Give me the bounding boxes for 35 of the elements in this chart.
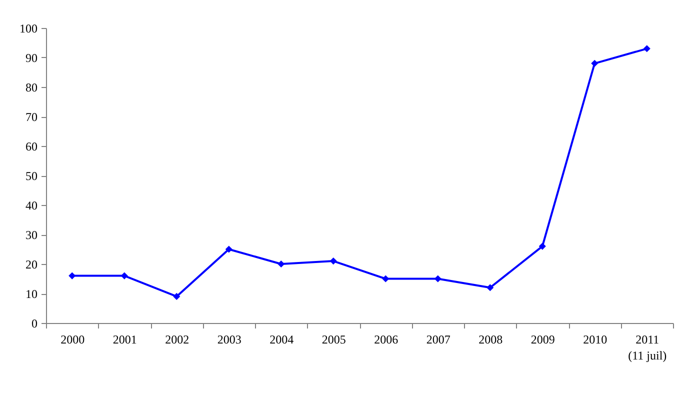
point [120,272,128,280]
y-tick-label: 30 [26,228,38,242]
point [591,60,598,67]
point [330,258,337,265]
x-tick-label: 2001 [112,332,137,346]
y-tick-label: 20 [26,258,38,272]
point [278,260,285,268]
x-tick-label: 2011 (11 juil) [628,332,667,362]
point [643,45,650,52]
point [225,246,232,253]
y-tick-label: 70 [26,110,38,124]
point [173,292,180,300]
y-tick-label: 60 [26,140,38,154]
y-tick-label: 50 [26,169,38,183]
x-tick-label: 2010 [583,332,608,346]
y-tick-label: 90 [26,51,38,65]
x-tick-label: 2000 [60,332,85,346]
x-tick-label: 2007 [426,332,450,346]
y-tick-label: 10 [26,287,38,301]
y-tick-label: 100 [20,22,38,36]
x-tick-label: 2003 [217,332,242,346]
x-tick-label: 2005 [322,332,346,346]
y-tick-label: 80 [26,80,38,94]
x-tick-label: 2008 [478,332,503,346]
x-tick-label: 2004 [270,332,294,346]
point [382,275,390,282]
point [486,284,494,292]
y-tick-label: 0 [32,316,38,330]
x-tick-label: 2002 [165,332,190,346]
x-tick-label: 2009 [530,332,555,346]
point [538,242,546,250]
y-tick-label: 40 [26,198,38,212]
point [434,275,442,282]
point [68,272,76,280]
x-tick-label: 2006 [374,332,398,346]
